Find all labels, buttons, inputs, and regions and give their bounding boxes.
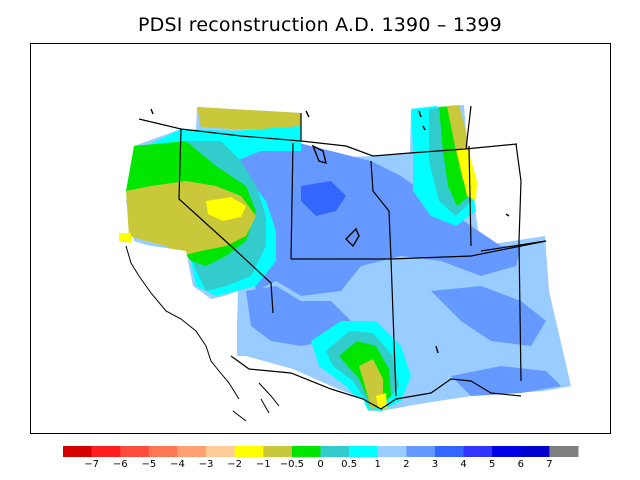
- border-ut-az: [291, 240, 547, 260]
- colorbar-tick-label: 4: [460, 459, 467, 470]
- border-nv-ut: [290, 142, 294, 260]
- pdsi-mid-blue-east: [431, 286, 546, 346]
- border-mexico: [230, 355, 522, 410]
- lake-small-6: [435, 345, 439, 354]
- colorbar-tick-label: −5: [141, 459, 157, 470]
- colorbar-tick-label: 0: [317, 459, 324, 470]
- colorbar-tick-label: 7: [546, 459, 553, 470]
- pdsi-map: [119, 105, 571, 422]
- colorbar-tick-label: 6: [517, 459, 524, 470]
- colorbar-swatch: [63, 446, 93, 457]
- baja-coast: [125, 245, 240, 400]
- colorbar-swatch: [91, 446, 121, 457]
- border-ut-co: [370, 160, 392, 260]
- state-boundaries: [138, 105, 547, 410]
- colorbar-tick-label: 2: [403, 459, 410, 470]
- coastline: [125, 245, 280, 422]
- colorbar-swatch: [177, 446, 207, 457]
- pdsi-deep-blue: [301, 181, 346, 216]
- border-ca-nv: [178, 128, 274, 314]
- map-title: PDSI reconstruction A.D. 1390 – 1399: [138, 14, 502, 36]
- pdsi-green-north: [439, 106, 469, 206]
- great-salt-lake: [311, 144, 327, 165]
- lakes: [150, 108, 510, 354]
- lake-small-1: [150, 108, 154, 115]
- lake-small-5: [505, 213, 510, 217]
- colorbar-swatch: [349, 446, 379, 457]
- colorbar-swatches: [63, 446, 579, 457]
- colorbar-swatch: [320, 446, 350, 457]
- colorbar-tick-label: 0.5: [341, 459, 358, 470]
- colorbar-swatch: [406, 446, 436, 457]
- border-co-nm: [515, 143, 522, 382]
- lake-small-4: [422, 125, 426, 131]
- colorbar-swatch: [492, 446, 522, 457]
- colorbar-tick-label: 1: [374, 459, 381, 470]
- colorbar-tick-label: −6: [112, 459, 128, 470]
- pdsi-yellow-west: [206, 197, 246, 221]
- pdsi-olive-northwest: [197, 107, 301, 129]
- border-north: [138, 118, 518, 157]
- colorbar-swatch: [263, 446, 293, 457]
- colorbar-swatch: [377, 446, 407, 457]
- colorbar-swatch: [291, 446, 321, 457]
- colorbar-tick-label: −3: [198, 459, 214, 470]
- colorbar-swatch: [463, 446, 493, 457]
- lake-small-2: [305, 110, 310, 118]
- colorbar-tick-label: −7: [84, 459, 99, 470]
- colorbar-swatch: [148, 446, 178, 457]
- pdsi-yellow-south: [376, 393, 387, 410]
- mexico-mask: [216, 357, 369, 421]
- colorbar-swatch: [549, 446, 579, 457]
- border-wy: [465, 105, 472, 247]
- lake-powell: [345, 227, 360, 248]
- pdsi-mid-blue-southeast: [451, 366, 561, 396]
- colorbar-swatch: [434, 446, 465, 457]
- colorbar-tick-label: −1: [255, 459, 271, 470]
- gulf-coast: [232, 382, 280, 422]
- colorbar-swatch: [206, 446, 236, 457]
- pdsi-yellow-north: [457, 146, 477, 201]
- ocean-mask: [119, 241, 237, 361]
- map-frame: [30, 43, 611, 434]
- colorbar-tick-label: 3: [431, 459, 439, 470]
- colorbar-swatch: [120, 446, 150, 457]
- colorbar-swatch: [520, 446, 550, 457]
- border-ne-ks: [480, 240, 547, 252]
- colorbar-tick-label: 5: [488, 459, 496, 470]
- border-az-nm: [390, 258, 397, 397]
- colorbar-tick-label: −2: [227, 459, 243, 470]
- lake-small-3: [418, 110, 422, 118]
- colorbar-swatch: [234, 446, 264, 457]
- colorbar-tick-label: −4: [170, 459, 185, 470]
- colorbar-tick-label: −0.5: [279, 459, 305, 470]
